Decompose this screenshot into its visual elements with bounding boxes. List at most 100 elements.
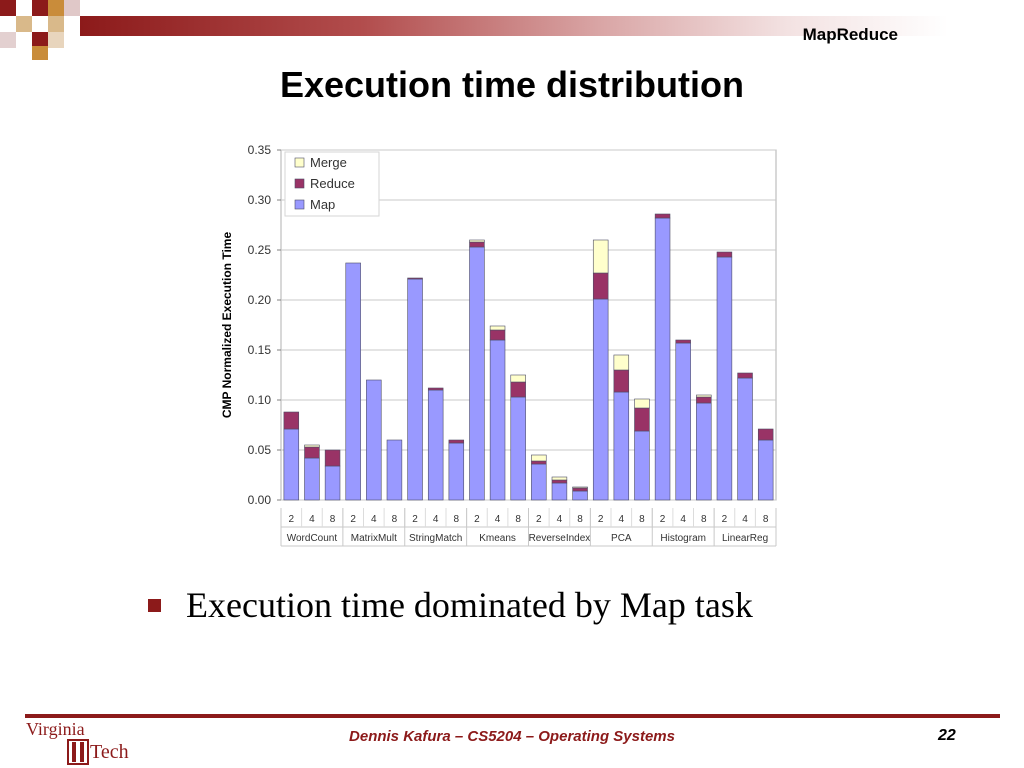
bar-reduce xyxy=(696,396,712,404)
legend-swatch-merge xyxy=(294,157,305,168)
x-tick-label: 2 xyxy=(289,514,295,525)
bar-map xyxy=(345,262,361,501)
x-tick-label: 2 xyxy=(660,514,666,525)
bar-reduce xyxy=(448,439,465,444)
legend-swatch-reduce xyxy=(294,178,305,189)
x-tick-label: 8 xyxy=(392,514,398,525)
bar-reduce xyxy=(654,213,671,219)
legend-label-merge: Merge xyxy=(310,155,347,170)
bar-map xyxy=(510,396,526,501)
group-label: PCA xyxy=(611,533,632,544)
bar-reduce xyxy=(427,387,444,391)
x-tick-label: 4 xyxy=(742,514,748,525)
footer-divider xyxy=(25,714,1000,718)
bar-merge xyxy=(510,374,526,383)
x-tick-label: 8 xyxy=(577,514,583,525)
x-tick-label: 2 xyxy=(412,514,418,525)
y-tick-label: 0.35 xyxy=(248,143,272,157)
bar-map xyxy=(531,463,547,501)
logo-text-line1: Virginia xyxy=(26,719,85,739)
bar-merge xyxy=(572,486,588,489)
footer-credit: Dennis Kafura – CS5204 – Operating Syste… xyxy=(349,728,675,745)
bar-reduce xyxy=(407,277,423,280)
legend-label-reduce: Reduce xyxy=(310,176,355,191)
group-label: MatrixMult xyxy=(351,533,397,544)
x-tick-label: 2 xyxy=(722,514,728,525)
header-gradient-band xyxy=(80,16,1024,36)
group-label: LinearReg xyxy=(722,533,768,544)
bar-reduce xyxy=(572,487,588,492)
bar-reduce xyxy=(531,460,547,465)
bar-merge xyxy=(634,398,650,409)
bar-map xyxy=(757,439,774,501)
bar-merge xyxy=(613,354,630,371)
bar-merge xyxy=(551,476,568,481)
group-label: Kmeans xyxy=(479,533,516,544)
bar-reduce xyxy=(634,407,650,432)
bar-map xyxy=(654,217,671,501)
bar-reduce xyxy=(675,339,691,344)
x-tick-label: 4 xyxy=(371,514,377,525)
page-number: 22 xyxy=(938,727,956,744)
y-tick-label: 0.15 xyxy=(248,343,272,357)
virginia-tech-logo: Virginia Tech xyxy=(26,719,129,765)
bullet-text: Execution time dominated by Map task xyxy=(186,585,753,625)
bar-map xyxy=(737,377,753,501)
bar-map xyxy=(366,379,382,501)
bar-reduce xyxy=(757,428,774,441)
y-tick-label: 0.20 xyxy=(248,293,272,307)
bar-map xyxy=(283,428,300,501)
x-tick-label: 4 xyxy=(619,514,625,525)
x-tick-label: 4 xyxy=(557,514,563,525)
x-tick-label: 2 xyxy=(598,514,604,525)
bar-map xyxy=(407,278,423,501)
bullet-square-icon xyxy=(148,599,161,612)
bar-map xyxy=(489,339,506,501)
x-tick-label: 8 xyxy=(763,514,769,525)
bar-reduce xyxy=(324,449,341,467)
bar-map xyxy=(324,465,341,501)
bar-reduce xyxy=(551,479,568,484)
bar-reduce xyxy=(469,241,485,248)
bar-reduce xyxy=(613,369,630,393)
slide-title: Execution time distribution xyxy=(279,64,745,105)
bar-map xyxy=(386,439,403,501)
bar-reduce xyxy=(489,329,506,341)
x-tick-label: 8 xyxy=(330,514,336,525)
y-tick-label: 0.25 xyxy=(248,243,272,257)
bar-map xyxy=(613,391,630,501)
bar-merge xyxy=(531,454,547,462)
x-tick-label: 4 xyxy=(309,514,315,525)
bar-merge xyxy=(304,444,320,448)
logo-text-line2: Tech xyxy=(90,741,129,763)
x-tick-label: 2 xyxy=(536,514,542,525)
x-tick-label: 8 xyxy=(515,514,521,525)
x-tick-label: 8 xyxy=(639,514,645,525)
legend-swatch-map xyxy=(294,199,305,210)
legend-label-map: Map xyxy=(310,197,335,212)
bar-map xyxy=(304,457,320,501)
bar-map xyxy=(634,430,650,501)
bar-reduce xyxy=(283,411,300,430)
bar-merge xyxy=(696,394,712,398)
execution-time-chart: 0.00 0.05 0.10 0.15 0.20 0.25 0.30 0.35 CMP Norm… xyxy=(220,143,777,547)
y-axis-title: CMP Normalized Execution Time xyxy=(220,232,234,419)
x-tick-label: 4 xyxy=(495,514,501,525)
y-tick-label: 0.00 xyxy=(248,493,272,507)
bar-map xyxy=(448,442,465,501)
decorative-header-squares xyxy=(0,0,1024,62)
y-tick-label: 0.30 xyxy=(248,193,272,207)
y-tick-label: 0.05 xyxy=(248,443,272,457)
x-tick-label: 8 xyxy=(701,514,707,525)
bar-map xyxy=(572,490,588,501)
bar-map xyxy=(427,389,444,501)
bar-map xyxy=(716,256,733,501)
bar-reduce xyxy=(737,372,753,379)
x-tick-label: 4 xyxy=(433,514,439,525)
group-label: ReverseIndex xyxy=(529,533,591,544)
y-tick-label: 0.10 xyxy=(248,393,272,407)
group-label: StringMatch xyxy=(409,533,462,544)
group-label: WordCount xyxy=(287,533,338,544)
bar-map xyxy=(469,246,485,501)
x-tick-label: 2 xyxy=(350,514,356,525)
